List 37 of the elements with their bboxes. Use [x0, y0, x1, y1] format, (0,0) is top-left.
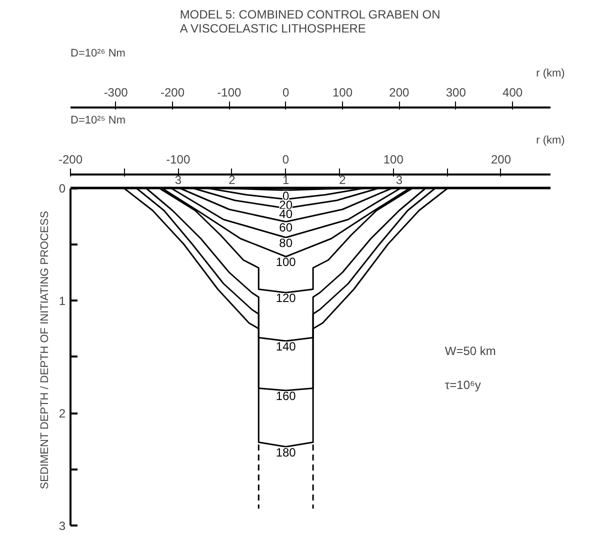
x-tick-label: 300 [446, 86, 466, 100]
series-label: 60 [279, 220, 293, 234]
y-tick-label: 2 [58, 406, 66, 420]
series-label: 120 [276, 291, 296, 306]
annotation: 1 [282, 173, 290, 187]
x-tick-label: 0 [282, 86, 290, 100]
series-label: 100 [276, 255, 296, 270]
x2-tick-label: -200 [58, 152, 83, 166]
chart-title: MODEL 5: COMBINED CONTROL GRABEN ON A VISCOELASTIC LITHOSPHERE [180, 8, 440, 36]
x-tick-label: 100 [332, 86, 353, 100]
x2-axis-title: r (km) [536, 134, 565, 146]
x2-tick-label: 100 [383, 152, 404, 166]
x-tick-label: -100 [217, 86, 242, 100]
series-label: 160 [276, 389, 296, 403]
y-tick-label: 3 [58, 519, 66, 533]
annotation: 2 [339, 173, 346, 187]
x2-tick-label: 0 [282, 152, 290, 166]
annotation: 3 [174, 173, 182, 187]
y-tick-label: 0 [58, 182, 66, 196]
annotation: 3 [396, 173, 403, 187]
x2-tick-label: 200 [490, 152, 512, 166]
text: D=10²⁵ Nm [70, 114, 126, 126]
annotation: τ=10⁶y [444, 378, 481, 392]
x-tick-label: 400 [502, 86, 523, 100]
y-axis-title: SEDIMENT DEPTH / DEPTH OF INITIATING PROCESS [38, 210, 51, 490]
text: D=10²⁶ Nm [70, 48, 126, 60]
x-tick-label: 200 [389, 86, 410, 100]
annotation: 2 [228, 173, 236, 187]
x-tick-label: -300 [104, 86, 128, 100]
annotation: W=50 km [444, 344, 496, 358]
series-label: 180 [276, 445, 296, 460]
x2-tick-label: -100 [166, 152, 190, 166]
x-tick-label: -200 [160, 86, 185, 100]
series-label: 80 [279, 236, 293, 250]
series-label: 140 [276, 340, 296, 354]
y-tick-label: 1 [58, 294, 66, 308]
x-axis-title: r (km) [536, 68, 565, 80]
